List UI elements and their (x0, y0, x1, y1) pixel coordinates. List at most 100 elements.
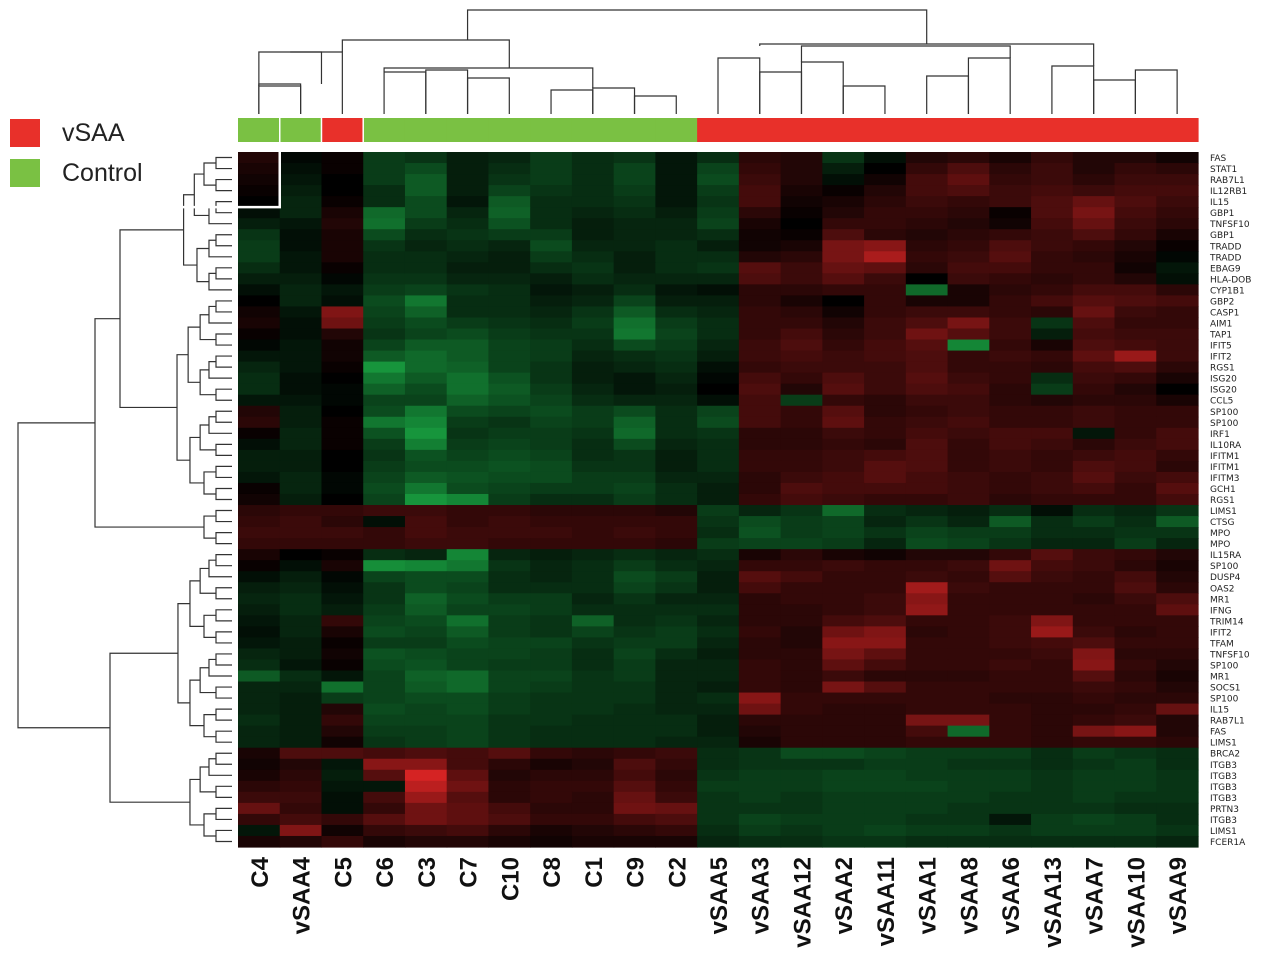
heatmap-cell (822, 460, 865, 473)
heatmap-cell (655, 361, 698, 374)
heatmap-cell (697, 262, 740, 274)
heatmap-cell (822, 152, 865, 164)
heatmap-cell (363, 438, 406, 451)
heatmap-cell (446, 571, 490, 583)
heatmap-cell (1156, 471, 1199, 484)
gene-label: IFIT2 (1210, 353, 1232, 363)
sample-label: vSAA3 (748, 857, 775, 934)
heatmap-cell (780, 350, 823, 363)
heatmap-cell (1031, 747, 1074, 760)
heatmap-cell (655, 174, 698, 186)
heatmap-cell (530, 626, 573, 638)
heatmap-cell (279, 626, 323, 638)
dendrogram-branch (189, 436, 204, 484)
heatmap-cell (1072, 703, 1116, 716)
heatmap-cell (864, 538, 907, 550)
heatmap-cell (989, 747, 1032, 760)
heatmap-cell (530, 163, 573, 175)
heatmap-cell (947, 361, 990, 374)
dendrogram-branch (215, 410, 232, 423)
heatmap-cell (1031, 593, 1074, 605)
heatmap-cell (1072, 780, 1116, 793)
dendrogram-branch (425, 69, 469, 114)
heatmap-cell (864, 791, 907, 804)
gene-label: SOCS1 (1210, 684, 1241, 694)
heatmap-cell (1031, 284, 1074, 297)
heatmap-cell (780, 251, 823, 263)
heatmap-cell (488, 714, 531, 727)
heatmap-cell (822, 780, 865, 793)
heatmap-cell (530, 405, 573, 418)
heatmap-cell (989, 736, 1032, 749)
heatmap-cell (780, 560, 823, 572)
heatmap-cell (321, 207, 364, 219)
heatmap-cell (738, 317, 782, 330)
heatmap-cell (279, 482, 323, 495)
dendrogram-branch (189, 580, 204, 627)
heatmap-cell (279, 196, 323, 208)
group-bar-segment (697, 118, 740, 142)
heatmap-cell (1156, 482, 1199, 495)
heatmap-cell (1031, 703, 1074, 716)
heatmap-cell (613, 626, 656, 638)
heatmap-cell (238, 582, 281, 594)
heatmap-cell (655, 593, 698, 605)
heatmap-cell (822, 196, 865, 208)
heatmap-cell (1072, 747, 1116, 760)
heatmap-cell (363, 626, 406, 638)
heatmap-cell (1156, 427, 1199, 440)
heatmap-cell (238, 769, 281, 782)
heatmap-cell (446, 394, 490, 407)
heatmap-cell (446, 295, 490, 308)
heatmap-cell (279, 284, 323, 297)
heatmap-cell (279, 714, 323, 727)
heatmap-cell (1072, 736, 1116, 749)
heatmap-cell (947, 516, 990, 528)
heatmap-cell (571, 659, 615, 672)
heatmap-cell (1072, 769, 1116, 782)
heatmap-cell (238, 791, 281, 804)
heatmap-cell (697, 560, 740, 572)
heatmap-cell (1072, 714, 1116, 727)
heatmap-cell (571, 449, 615, 462)
dendrogram-branch (189, 778, 204, 826)
heatmap-cell (238, 538, 281, 550)
heatmap-cell (655, 449, 698, 462)
dendrogram-branch (215, 300, 232, 313)
heatmap-cell (864, 295, 907, 308)
heatmap-cell (488, 725, 531, 738)
legend-label-control: Control (62, 158, 143, 187)
heatmap-cell (864, 218, 907, 230)
heatmap-cell (822, 769, 865, 782)
heatmap-cell (404, 769, 448, 782)
heatmap-cell (613, 493, 656, 506)
heatmap-cell (864, 240, 907, 252)
heatmap-cell (530, 813, 573, 826)
heatmap-cell (1031, 240, 1074, 252)
dendrogram-branch (215, 465, 232, 479)
heatmap-cell (1114, 185, 1157, 197)
heatmap-cell (947, 780, 990, 793)
gene-label: RAB7L1 (1210, 717, 1245, 727)
heatmap-cell (238, 438, 281, 451)
heatmap-cell (989, 229, 1032, 241)
legend-swatch-control (10, 159, 40, 187)
heatmap-cell (321, 317, 364, 330)
heatmap-cell (989, 714, 1032, 727)
heatmap-cell (947, 328, 990, 341)
heatmap-cell (864, 317, 907, 330)
gene-label: IFIT5 (1210, 342, 1232, 352)
heatmap-cell (655, 339, 698, 352)
heatmap-cell (1114, 218, 1157, 230)
highlight-outline (174, 152, 281, 209)
group-bar-segment (1031, 118, 1074, 142)
heatmap-cell (822, 703, 865, 716)
heatmap-cell (864, 615, 907, 627)
heatmap-cell (1156, 736, 1199, 749)
heatmap-cell (864, 174, 907, 186)
heatmap-cell (1156, 196, 1199, 208)
heatmap-cell (279, 670, 323, 683)
heatmap-cell (697, 571, 740, 583)
heatmap-cell (1072, 240, 1116, 252)
heatmap-cell (613, 482, 656, 495)
